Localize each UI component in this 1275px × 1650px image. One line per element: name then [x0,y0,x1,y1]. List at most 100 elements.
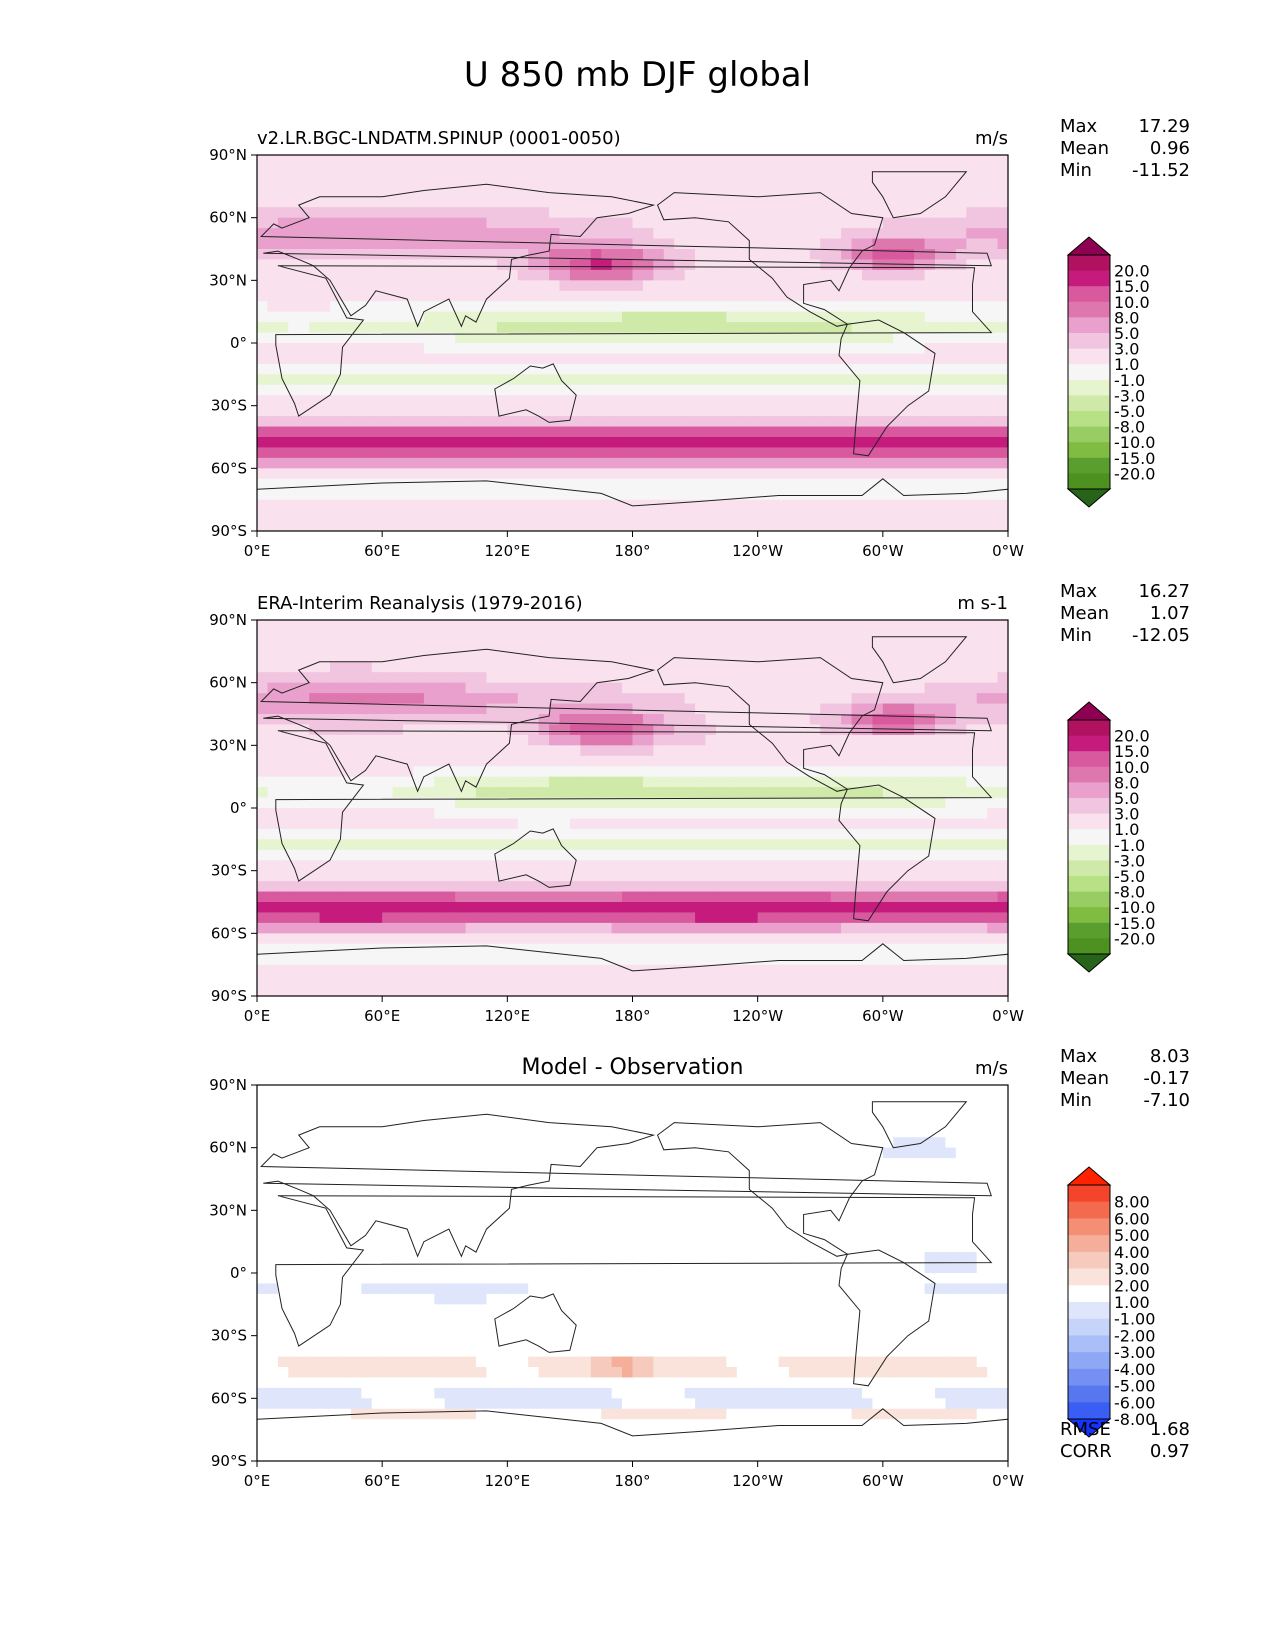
colorbar-label: 1.0 [1114,820,1139,839]
x-tick-label: 0°E [244,1472,271,1490]
stat-row: RMSE 1.68 [1060,1419,1190,1440]
colorbar: 20.015.010.08.05.03.01.0-1.0-3.0-5.0-8.0… [1066,236,1155,508]
colorbar-label: 5.0 [1114,324,1139,343]
colorbar-label: -3.0 [1114,386,1145,405]
colorbar-label: 1.00 [1114,1293,1150,1312]
stat-row: Max 17.29 [1060,116,1190,137]
coastlines [256,1101,1009,1462]
colorbar-label: 20.0 [1114,262,1150,281]
coastline [494,1293,577,1353]
colorbar-label: 8.0 [1114,773,1139,792]
x-tick-label: 120°W [732,1472,783,1490]
y-tick-label: 30°S [211,397,247,415]
coastline [656,192,884,327]
coastline [871,171,968,219]
coastline [275,1195,993,1347]
coastline [838,1249,936,1387]
y-tick-label: 90°N [209,611,247,629]
colorbar-label: -5.0 [1114,402,1145,421]
stats-model: Max 17.29 Mean 0.96 Min -11.52 [1060,116,1190,182]
panel-difference: Model - Observation m/s 0°E 60°E 120°E 180° 12… [209,1055,1155,1490]
x-tick-label: 120°E [485,1472,531,1490]
x-tick-label: 180° [614,542,650,560]
colorbar-label: -3.0 [1114,851,1145,870]
panel-model: v2.LR.BGC-LNDATM.SPINUP (0001-0050) m/s 0°… [209,128,1155,560]
y-tick-label: 90°S [211,522,247,540]
colorbar-label: 20.0 [1114,727,1150,746]
colorbar-label: 3.0 [1114,340,1139,359]
x-tick-label: 60°E [364,542,400,560]
colorbar-label: 5.00 [1114,1226,1150,1245]
stat-row: Mean 0.96 [1060,138,1190,159]
panel-units: m s-1 [957,593,1008,614]
coastline [656,1122,884,1257]
stat-row: Max 16.27 [1060,581,1190,602]
coastline [871,1101,968,1149]
colorbar-label: -8.00 [1114,1410,1155,1429]
x-tick-label: 0°W [992,1472,1024,1490]
stat-row: Min -12.05 [1060,625,1190,646]
y-tick-label: 60°N [209,1139,247,1157]
y-tick-label: 90°S [211,987,247,1005]
colorbar-label: -8.0 [1114,883,1145,902]
x-tick-label: 0°E [244,1007,271,1025]
coastline [260,1113,992,1258]
colorbar-label: -2.00 [1114,1326,1155,1345]
coastline [275,265,993,417]
field-raster [257,620,1009,997]
x-tick-label: 60°E [364,1007,400,1025]
colorbar: 20.015.010.08.05.03.01.0-1.0-3.0-5.0-8.0… [1066,701,1155,973]
panel-units: m/s [975,128,1008,149]
stats-difference: Max 8.03 Mean -0.17 Min -7.10 [1060,1046,1190,1112]
colorbar-label: 4.00 [1114,1243,1150,1262]
colorbar-label: -15.0 [1114,449,1155,468]
colorbar-label: 5.0 [1114,789,1139,808]
colorbar-label: -1.0 [1114,836,1145,855]
panel-left-title: v2.LR.BGC-LNDATM.SPINUP (0001-0050) [257,128,621,149]
colorbar-label: -20.0 [1114,464,1155,483]
y-tick-label: 60°S [211,459,247,477]
y-tick-label: 60°S [211,1389,247,1407]
y-tick-label: 30°N [209,736,247,754]
x-tick-label: 120°E [485,1007,531,1025]
colorbar-label: -15.0 [1114,914,1155,933]
y-tick-label: 0° [230,334,247,352]
panel-center-title: Model - Observation [522,1055,744,1080]
colorbar-label: 1.0 [1114,355,1139,374]
x-tick-label: 180° [614,1472,650,1490]
colorbar-label: -1.00 [1114,1310,1155,1329]
colorbar-label: 10.0 [1114,293,1150,312]
panel-units: m/s [975,1058,1008,1079]
colorbar-label: 8.0 [1114,308,1139,327]
colorbar-label: 6.00 [1114,1209,1150,1228]
y-tick-label: 90°N [209,146,247,164]
colorbar-label: 15.0 [1114,742,1150,761]
coastline [260,183,992,328]
x-tick-label: 60°W [862,542,904,560]
panel-observation: ERA-Interim Reanalysis (1979-2016) m s-1 0… [209,593,1155,1025]
y-tick-label: 30°N [209,1201,247,1219]
coastline [275,730,993,882]
colorbar-label: -1.0 [1114,371,1145,390]
field-raster [257,1085,1009,1462]
coastline [494,828,577,888]
colorbar-label: -5.0 [1114,867,1145,886]
y-tick-label: 0° [230,799,247,817]
stat-row: CORR 0.97 [1060,1441,1190,1462]
colorbar-label: -10.0 [1114,898,1155,917]
colorbar: 8.006.005.004.003.002.001.00-1.00-2.00-3… [1066,1166,1155,1438]
x-tick-label: 120°E [485,542,531,560]
x-tick-label: 0°W [992,542,1024,560]
x-tick-label: 0°W [992,1007,1024,1025]
y-tick-label: 0° [230,1264,247,1282]
colorbar-label: 15.0 [1114,277,1150,296]
stat-row: Mean 1.07 [1060,603,1190,624]
colorbar-label: 3.00 [1114,1260,1150,1279]
colorbar-label: 2.00 [1114,1276,1150,1295]
colorbar-label: 10.0 [1114,758,1150,777]
y-tick-label: 30°S [211,1327,247,1345]
y-tick-label: 90°N [209,1076,247,1094]
y-tick-label: 60°N [209,674,247,692]
y-tick-label: 30°N [209,271,247,289]
figure-title: U 850 mb DJF global [463,55,812,95]
